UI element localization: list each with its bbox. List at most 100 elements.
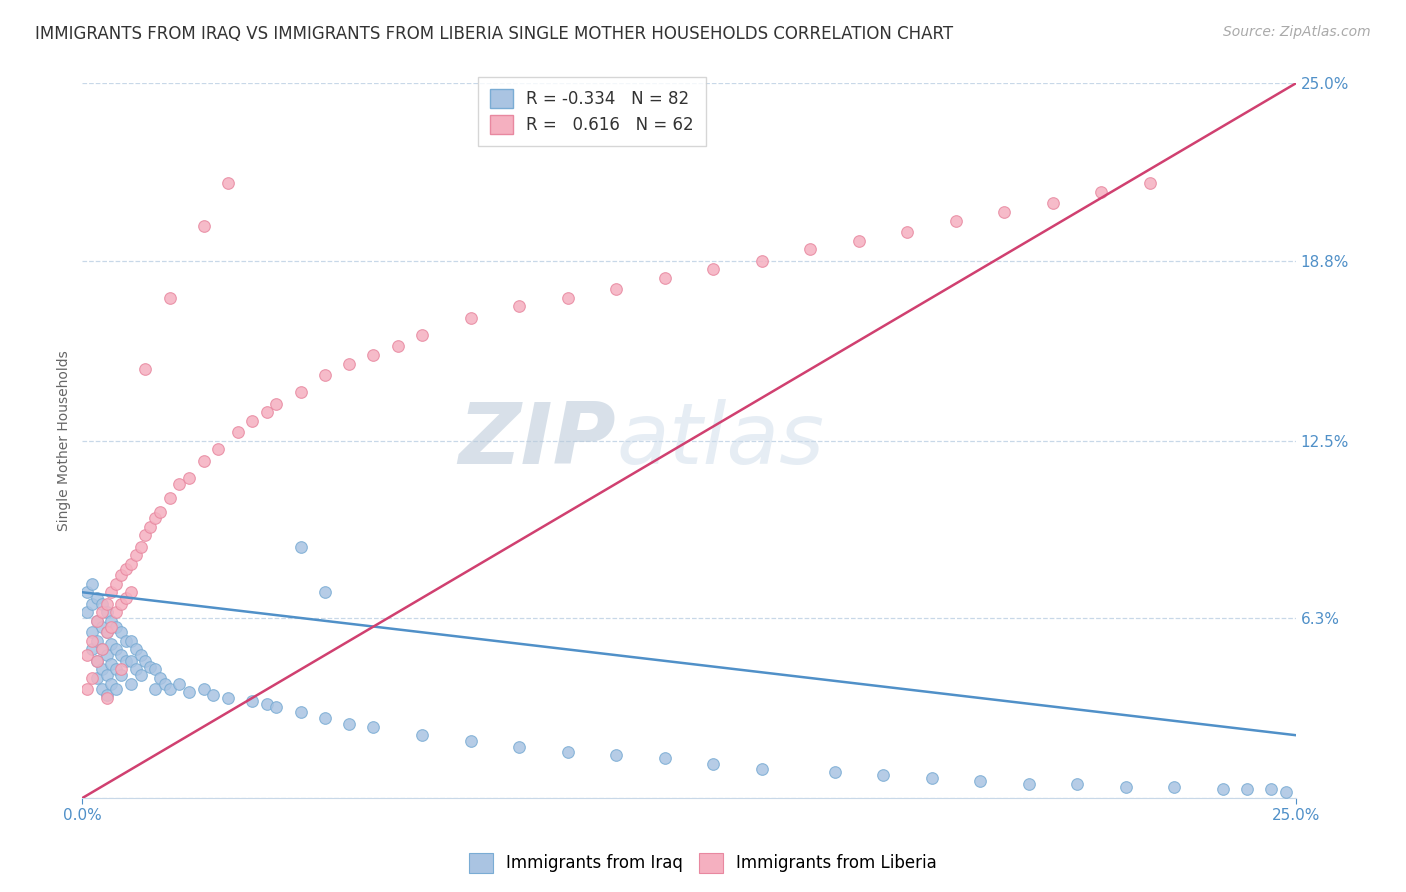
Point	[751, 763, 773, 777]
Point	[96, 597, 118, 611]
Point	[115, 562, 138, 576]
Point	[96, 668, 118, 682]
Point	[193, 454, 215, 468]
Text: ZIP: ZIP	[458, 400, 616, 483]
Point	[96, 625, 118, 640]
Point	[654, 270, 676, 285]
Point	[411, 728, 433, 742]
Point	[290, 540, 312, 554]
Point	[76, 648, 98, 662]
Point	[1275, 785, 1298, 799]
Point	[129, 540, 152, 554]
Point	[460, 734, 482, 748]
Point	[115, 633, 138, 648]
Text: IMMIGRANTS FROM IRAQ VS IMMIGRANTS FROM LIBERIA SINGLE MOTHER HOUSEHOLDS CORRELA: IMMIGRANTS FROM IRAQ VS IMMIGRANTS FROM …	[35, 25, 953, 43]
Point	[337, 716, 360, 731]
Point	[290, 385, 312, 400]
Point	[80, 625, 103, 640]
Point	[86, 614, 108, 628]
Point	[110, 662, 132, 676]
Point	[100, 637, 122, 651]
Point	[120, 677, 142, 691]
Point	[557, 745, 579, 759]
Point	[460, 310, 482, 325]
Y-axis label: Single Mother Households: Single Mother Households	[58, 351, 72, 531]
Point	[80, 642, 103, 657]
Point	[226, 425, 249, 440]
Point	[105, 605, 128, 619]
Point	[605, 748, 627, 763]
Point	[100, 614, 122, 628]
Point	[120, 654, 142, 668]
Point	[240, 694, 263, 708]
Point	[193, 682, 215, 697]
Point	[872, 768, 894, 782]
Point	[90, 619, 112, 633]
Point	[105, 619, 128, 633]
Point	[177, 471, 200, 485]
Point	[129, 668, 152, 682]
Point	[86, 633, 108, 648]
Point	[96, 625, 118, 640]
Point	[86, 614, 108, 628]
Point	[90, 605, 112, 619]
Point	[290, 706, 312, 720]
Point	[1115, 780, 1137, 794]
Point	[921, 771, 943, 785]
Point	[124, 642, 146, 657]
Point	[115, 654, 138, 668]
Point	[124, 548, 146, 562]
Point	[80, 671, 103, 685]
Point	[1236, 782, 1258, 797]
Point	[143, 682, 166, 697]
Point	[134, 528, 156, 542]
Point	[134, 654, 156, 668]
Legend: R = -0.334   N = 82, R =   0.616   N = 62: R = -0.334 N = 82, R = 0.616 N = 62	[478, 78, 706, 146]
Point	[90, 642, 112, 657]
Point	[314, 585, 336, 599]
Point	[100, 657, 122, 671]
Point	[411, 328, 433, 343]
Point	[169, 476, 191, 491]
Point	[149, 671, 172, 685]
Point	[1163, 780, 1185, 794]
Point	[159, 491, 181, 505]
Point	[1018, 777, 1040, 791]
Point	[90, 662, 112, 676]
Point	[557, 291, 579, 305]
Point	[799, 242, 821, 256]
Point	[149, 505, 172, 519]
Point	[105, 642, 128, 657]
Point	[76, 682, 98, 697]
Point	[86, 671, 108, 685]
Point	[110, 568, 132, 582]
Point	[207, 442, 229, 457]
Point	[76, 585, 98, 599]
Point	[217, 177, 239, 191]
Point	[1066, 777, 1088, 791]
Point	[90, 642, 112, 657]
Point	[124, 662, 146, 676]
Point	[86, 654, 108, 668]
Legend: Immigrants from Iraq, Immigrants from Liberia: Immigrants from Iraq, Immigrants from Li…	[463, 847, 943, 880]
Point	[139, 659, 162, 673]
Point	[314, 711, 336, 725]
Point	[1139, 177, 1161, 191]
Point	[110, 648, 132, 662]
Point	[115, 591, 138, 605]
Point	[508, 739, 530, 754]
Point	[105, 576, 128, 591]
Point	[1260, 782, 1282, 797]
Point	[100, 677, 122, 691]
Point	[387, 339, 409, 353]
Point	[824, 765, 846, 780]
Text: Source: ZipAtlas.com: Source: ZipAtlas.com	[1223, 25, 1371, 39]
Point	[266, 396, 288, 410]
Point	[86, 654, 108, 668]
Point	[848, 234, 870, 248]
Point	[202, 688, 225, 702]
Point	[993, 205, 1015, 219]
Point	[134, 362, 156, 376]
Point	[751, 253, 773, 268]
Point	[193, 219, 215, 234]
